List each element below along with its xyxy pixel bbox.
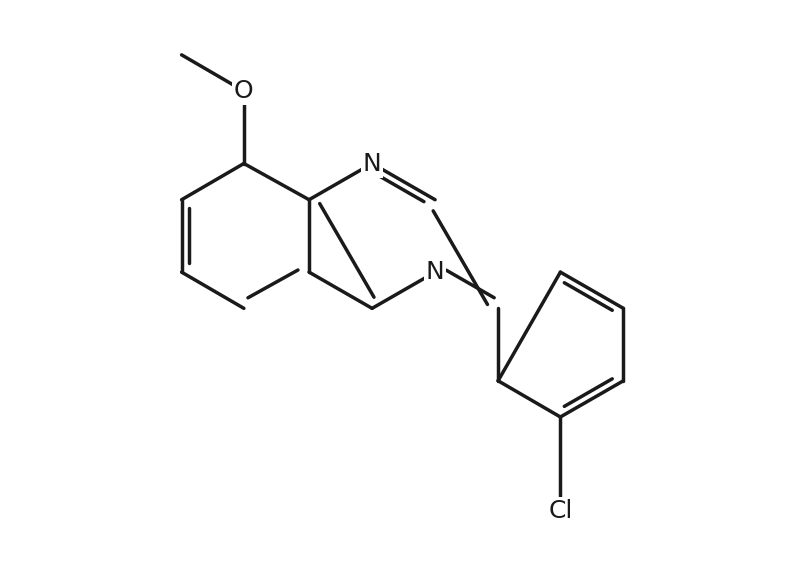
Text: N: N	[363, 152, 382, 175]
Text: Cl: Cl	[548, 499, 572, 523]
Text: O: O	[234, 79, 254, 103]
Text: N: N	[426, 260, 444, 284]
